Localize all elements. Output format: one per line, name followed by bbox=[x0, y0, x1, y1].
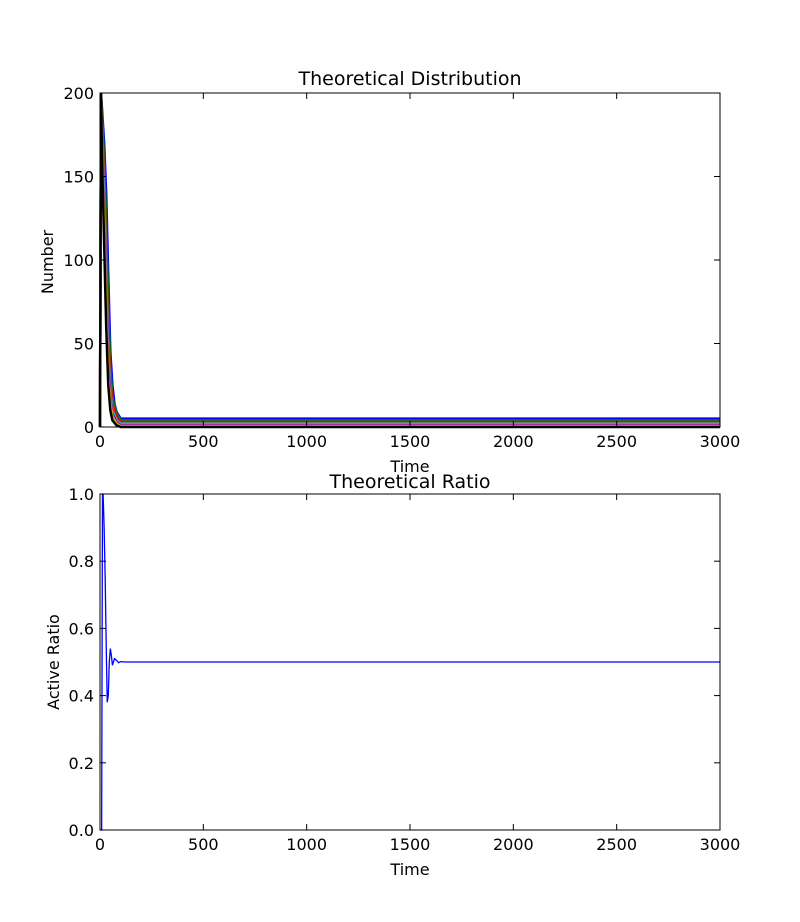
x-tick-label: 1500 bbox=[390, 835, 431, 854]
series-line bbox=[98, 92, 720, 428]
x-tick-label: 1000 bbox=[286, 432, 327, 451]
x-tick-label: 2000 bbox=[493, 432, 534, 451]
x-tick-label: 2500 bbox=[596, 432, 637, 451]
series-line bbox=[98, 92, 720, 428]
y-axis-label: Active Ratio bbox=[44, 614, 63, 710]
y-tick-label: 1.0 bbox=[69, 485, 94, 504]
plot-area bbox=[98, 92, 720, 429]
plot-frame bbox=[99, 92, 721, 428]
y-tick-label: 0.6 bbox=[69, 619, 94, 638]
x-tick-label: 0 bbox=[95, 835, 105, 854]
plot-area bbox=[100, 493, 720, 831]
x-tick-label: 500 bbox=[188, 432, 219, 451]
x-tick-label: 1500 bbox=[390, 432, 431, 451]
y-tick-label: 0 bbox=[84, 418, 94, 437]
series-line bbox=[98, 92, 720, 428]
y-tick-label: 0.8 bbox=[69, 552, 94, 571]
y-tick-label: 50 bbox=[74, 335, 94, 354]
x-axis-label: Time bbox=[389, 457, 429, 476]
ratio-chart: Theoretical Ratio 0 500 1000 1500 2000 2500 30… bbox=[44, 471, 740, 879]
series-line bbox=[98, 92, 720, 429]
chart-title: Theoretical Ratio bbox=[329, 471, 491, 493]
series-line bbox=[98, 92, 720, 428]
x-tick-label: 0 bbox=[95, 432, 105, 451]
y-tick-label: 200 bbox=[63, 84, 94, 103]
series-line bbox=[98, 92, 720, 428]
ticks: 0 500 1000 1500 2000 2500 3000 0 50 100 150 200 bbox=[63, 84, 740, 451]
y-tick-label: 0.2 bbox=[69, 754, 94, 773]
series-line bbox=[100, 493, 720, 831]
distribution-chart: Theoretical Distribution 0 500 1000 1500 200… bbox=[38, 68, 740, 476]
x-tick-label: 2500 bbox=[596, 835, 637, 854]
ticks: 0 500 1000 1500 2000 2500 3000 0.0 0.2 0.4 0.6 0.8 1… bbox=[69, 485, 741, 854]
x-tick-label: 3000 bbox=[700, 835, 741, 854]
y-tick-label: 0.0 bbox=[69, 821, 94, 840]
series-line bbox=[98, 92, 720, 428]
y-tick-label: 100 bbox=[63, 251, 94, 270]
y-tick-label: 0.4 bbox=[69, 687, 94, 706]
x-axis-label: Time bbox=[389, 860, 429, 879]
x-tick-label: 2000 bbox=[493, 835, 534, 854]
x-tick-label: 500 bbox=[188, 835, 219, 854]
y-tick-label: 150 bbox=[63, 168, 94, 187]
x-tick-label: 1000 bbox=[286, 835, 327, 854]
x-tick-label: 3000 bbox=[700, 432, 741, 451]
y-axis-label: Number bbox=[38, 229, 57, 294]
chart-title: Theoretical Distribution bbox=[297, 68, 521, 90]
